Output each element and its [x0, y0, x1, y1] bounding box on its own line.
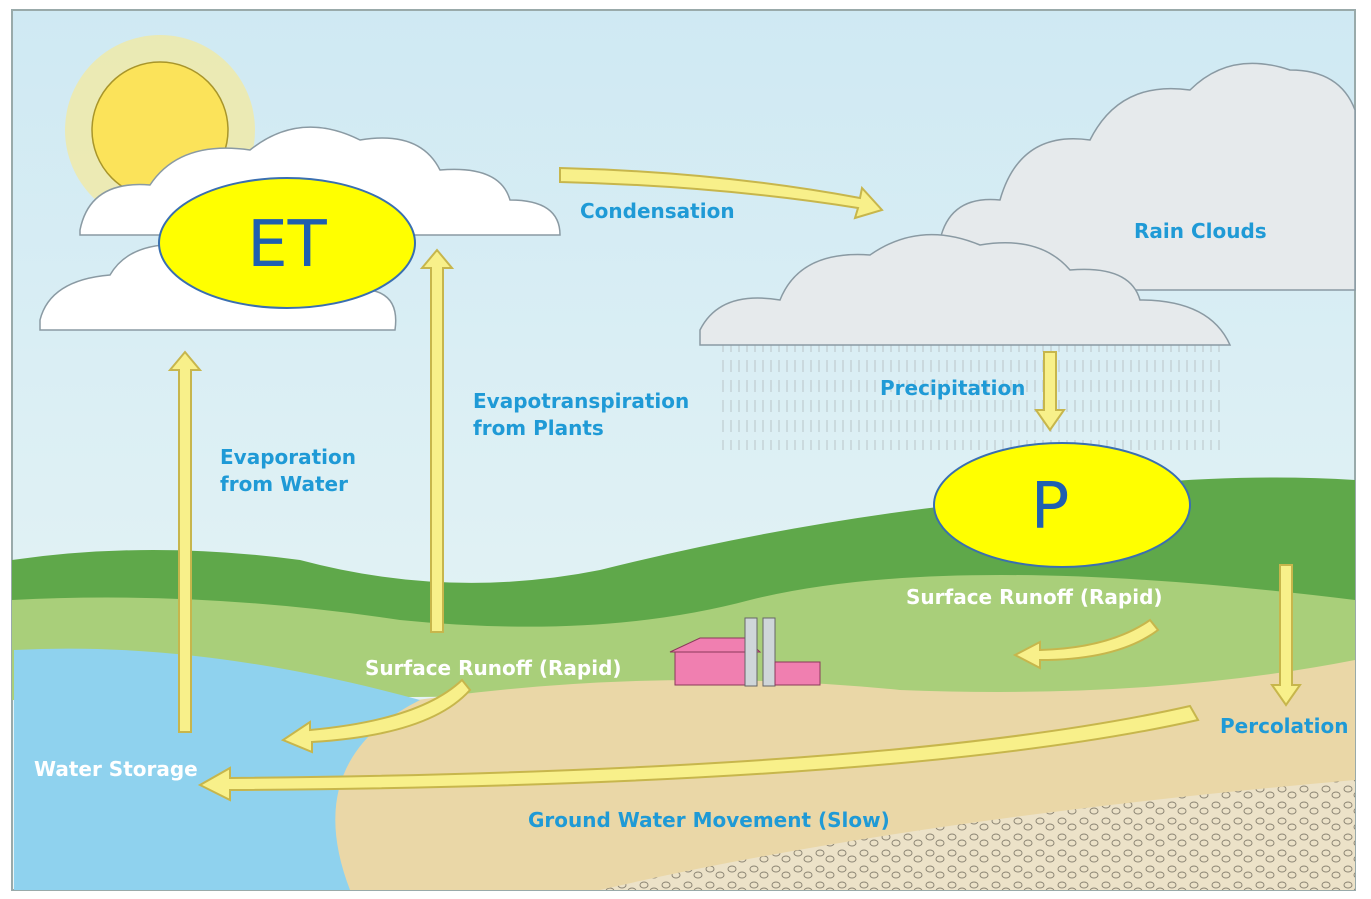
scene	[12, 10, 1355, 890]
label-line: from Plants	[473, 416, 604, 440]
label-line: Evaporation	[220, 445, 356, 469]
label-line: from Water	[220, 472, 348, 496]
label-line: Evapotranspiration	[473, 389, 689, 413]
et-badge: ET	[247, 208, 327, 282]
condensation-label: Condensation	[580, 199, 735, 223]
surface-runoff-label: Surface Runoff (Rapid)	[365, 656, 622, 680]
rain-clouds-label: Rain Clouds	[1134, 219, 1267, 243]
water-storage-label: Water Storage	[34, 757, 198, 781]
water-cycle-diagram: ET P Condensation Rain Clouds Precipitat…	[0, 0, 1371, 899]
surface-runoff-label: Surface Runoff (Rapid)	[906, 585, 1163, 609]
p-badge: P	[1031, 470, 1070, 544]
precipitation-label: Precipitation	[880, 376, 1025, 400]
percolation-label: Percolation	[1220, 714, 1348, 738]
ground-water-label: Ground Water Movement (Slow)	[528, 808, 890, 832]
